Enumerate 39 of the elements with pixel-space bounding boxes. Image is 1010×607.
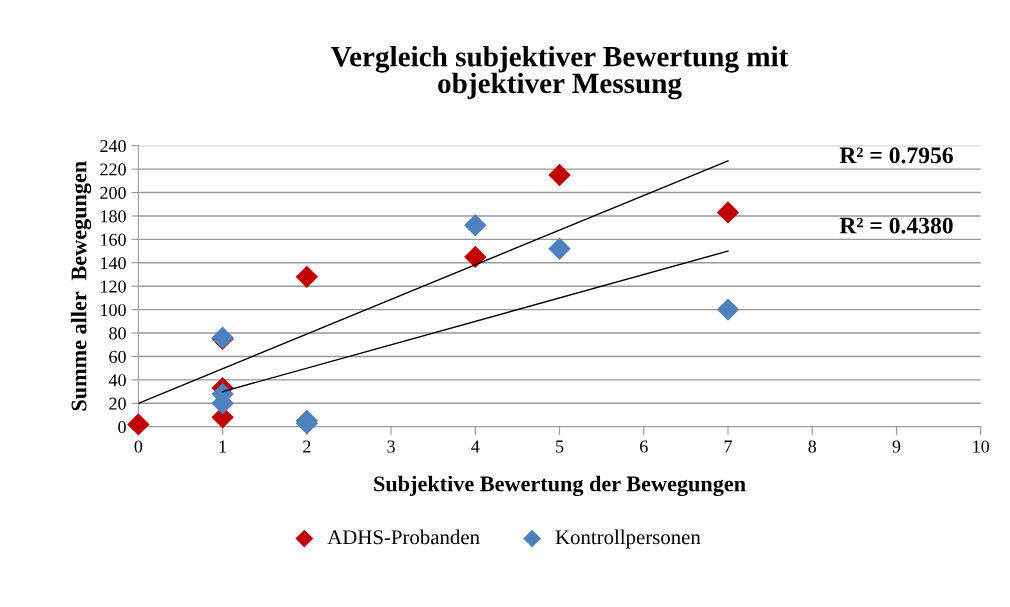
y-axis-title: Summe aller Bewegungen bbox=[70, 161, 92, 411]
y-tick-label: 80 bbox=[109, 327, 126, 340]
x-tick-label: 1 bbox=[219, 440, 227, 453]
point bbox=[716, 298, 740, 321]
x-axis-title: Subjektive Bewertung der Bewegungen bbox=[374, 475, 746, 497]
point bbox=[464, 245, 487, 269]
x-tick-label: 10 bbox=[973, 440, 990, 453]
y-tick-label: 20 bbox=[109, 397, 126, 410]
y-tick-label: 100 bbox=[101, 303, 126, 317]
x-tick-label: 2 bbox=[303, 440, 311, 453]
x-tick-label: 5 bbox=[556, 440, 564, 453]
legend-label: Kontrollpersonen bbox=[555, 529, 701, 549]
annotation: R² = 0.7956 bbox=[839, 147, 953, 164]
x-tick-label: 0 bbox=[134, 440, 143, 453]
point bbox=[127, 413, 150, 436]
point bbox=[548, 163, 571, 187]
y-tick-label: 180 bbox=[101, 210, 126, 223]
y-tick-label: 0 bbox=[118, 420, 126, 434]
x-tick-label: 8 bbox=[808, 440, 817, 453]
y-tick-label: 40 bbox=[108, 374, 126, 387]
y-tick-label: 240 bbox=[100, 139, 126, 153]
y-tick-label: 160 bbox=[101, 233, 126, 246]
point bbox=[548, 237, 571, 260]
x-tick-label: 6 bbox=[640, 440, 648, 453]
chart-title: Vergleich subjektiver Bewertung mit objektiver Messung bbox=[331, 45, 789, 100]
legend-label: ADHS-Probanden bbox=[327, 529, 480, 545]
point bbox=[464, 214, 487, 237]
x-tick-label: 9 bbox=[892, 440, 901, 453]
x-tick-label: 7 bbox=[724, 440, 732, 453]
point bbox=[716, 201, 740, 224]
point bbox=[295, 265, 319, 289]
x-tick-label: 3 bbox=[387, 440, 395, 453]
annotation: R² = 0.4380 bbox=[839, 217, 953, 234]
y-tick-label: 120 bbox=[101, 280, 126, 293]
x-tick-label: 4 bbox=[471, 440, 480, 453]
y-tick-label: 140 bbox=[101, 257, 126, 270]
y-tick-label: 200 bbox=[100, 186, 126, 199]
y-tick-label: 60 bbox=[109, 350, 126, 363]
y-tick-label: 220 bbox=[100, 163, 126, 176]
